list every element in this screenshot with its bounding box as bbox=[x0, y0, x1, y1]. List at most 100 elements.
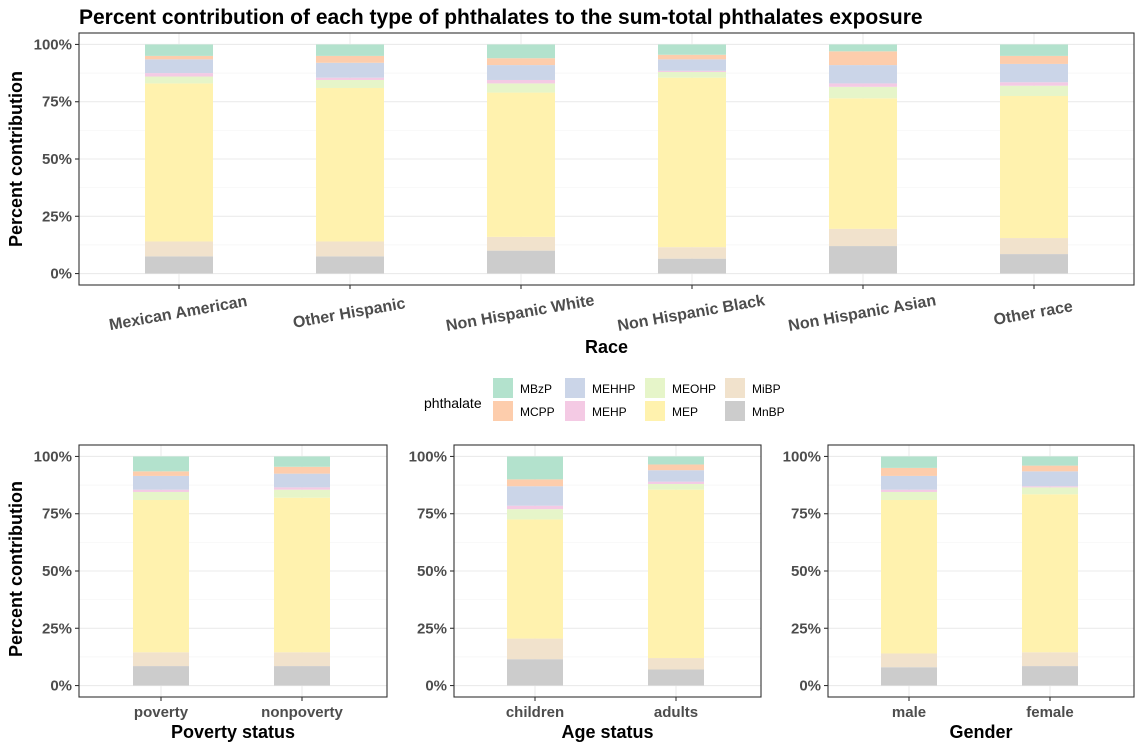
chart-title: Percent contribution of each type of pht… bbox=[79, 6, 923, 29]
y-tick-label: 100% bbox=[34, 36, 72, 53]
bar-segment-meohp bbox=[145, 76, 213, 84]
bar-segment-mep bbox=[1000, 96, 1068, 239]
y-tick-label: 50% bbox=[42, 563, 72, 580]
bar-segment-mehhp bbox=[133, 475, 189, 490]
bar-stack-children bbox=[507, 456, 563, 686]
bar-segment-mibp bbox=[507, 638, 563, 660]
legend-label: MiBP bbox=[752, 382, 781, 396]
legend-label: MBzP bbox=[520, 382, 552, 396]
bar-segment-mibp bbox=[316, 241, 384, 257]
legend-item-mep: MEP bbox=[645, 401, 698, 421]
bar-segment-meohp bbox=[658, 71, 726, 78]
bar-segment-mbzp bbox=[145, 44, 213, 56]
bar-stack-non-hispanic-white bbox=[487, 44, 555, 274]
bar-segment-meohp bbox=[133, 491, 189, 500]
y-tick-label: 50% bbox=[791, 563, 821, 580]
legend-label: MEP bbox=[672, 405, 698, 419]
panel-poverty-status: 0% 25% 50% 75% 100% poverty nonpovertyPoverty … bbox=[6, 444, 388, 742]
x-axis-title: Gender bbox=[949, 722, 1012, 742]
bar-segment-mibp bbox=[658, 247, 726, 259]
bar-segment-meohp bbox=[507, 509, 563, 520]
bar-segment-mbzp bbox=[507, 456, 563, 480]
bar-stack-mexican-american bbox=[145, 44, 213, 274]
y-axis-title: Percent contribution bbox=[6, 71, 26, 247]
bar-segment-mnbp bbox=[1000, 254, 1068, 274]
x-tick-label: Other race bbox=[992, 298, 1074, 329]
y-axis-title: Percent contribution bbox=[6, 481, 26, 657]
x-tick-label: female bbox=[1026, 704, 1074, 721]
bar-segment-mibp bbox=[648, 658, 704, 670]
bar-segment-mcpp bbox=[1022, 465, 1078, 472]
bar-segment-mep bbox=[829, 98, 897, 229]
bar-segment-meohp bbox=[274, 489, 330, 498]
bar-segment-mbzp bbox=[829, 44, 897, 52]
bar-segment-mcpp bbox=[487, 58, 555, 66]
x-axis-title: Race bbox=[585, 337, 628, 357]
y-tick-label: 0% bbox=[799, 678, 821, 695]
legend-swatch bbox=[645, 401, 665, 421]
legend-swatch bbox=[565, 401, 585, 421]
legend-swatch bbox=[493, 378, 513, 398]
bar-segment-mbzp bbox=[1022, 456, 1078, 466]
legend-item-mehp: MEHP bbox=[565, 401, 627, 421]
legend-label: MEOHP bbox=[672, 382, 716, 396]
legend-label: MEHP bbox=[592, 405, 627, 419]
bar-stack-non-hispanic-black bbox=[658, 44, 726, 274]
bar-segment-mehp bbox=[1000, 82, 1068, 86]
y-tick-label: 25% bbox=[791, 620, 821, 637]
bar-segment-mbzp bbox=[133, 456, 189, 472]
bar-segment-mnbp bbox=[274, 666, 330, 686]
bar-segment-mnbp bbox=[658, 258, 726, 274]
bar-segment-mcpp bbox=[133, 471, 189, 476]
y-tick-label: 25% bbox=[42, 208, 72, 225]
x-tick-label: children bbox=[506, 704, 564, 721]
y-tick-label: 50% bbox=[417, 563, 447, 580]
bar-segment-mibp bbox=[1022, 652, 1078, 667]
y-tick-label: 100% bbox=[783, 448, 821, 465]
bar-segment-mibp bbox=[881, 653, 937, 668]
bar-segment-mibp bbox=[829, 228, 897, 247]
bar-segment-mehp bbox=[829, 83, 897, 87]
bar-segment-mbzp bbox=[658, 44, 726, 55]
bar-segment-mibp bbox=[1000, 238, 1068, 255]
bar-segment-mehp bbox=[316, 77, 384, 80]
y-tick-label: 75% bbox=[42, 94, 72, 111]
legend-label: MCPP bbox=[520, 405, 555, 419]
bar-segment-mehp bbox=[507, 505, 563, 510]
bar-segment-mbzp bbox=[881, 456, 937, 468]
bar-segment-mbzp bbox=[1000, 44, 1068, 56]
bar-segment-mnbp bbox=[881, 667, 937, 686]
bar-segment-mehhp bbox=[648, 470, 704, 482]
bar-segment-mehhp bbox=[274, 473, 330, 488]
bar-stack-poverty bbox=[133, 456, 189, 686]
bar-segment-mep bbox=[316, 87, 384, 242]
bar-segment-mnbp bbox=[829, 246, 897, 274]
bar-segment-mep bbox=[133, 499, 189, 653]
bar-segment-mnbp bbox=[648, 669, 704, 686]
bar-segment-mep bbox=[658, 77, 726, 248]
bar-segment-mcpp bbox=[881, 467, 937, 476]
bar-segment-mnbp bbox=[316, 256, 384, 274]
y-tick-label: 75% bbox=[791, 506, 821, 523]
bar-segment-mcpp bbox=[1000, 55, 1068, 64]
bar-segment-mibp bbox=[487, 236, 555, 251]
bar-segment-mehp bbox=[133, 489, 189, 492]
panel-gender: 0% 25% 50% 75% 100% male female Gender bbox=[783, 444, 1135, 742]
legend-swatch bbox=[565, 378, 585, 398]
bar-segment-mep bbox=[145, 83, 213, 242]
bar-segment-mibp bbox=[133, 652, 189, 667]
bar-segment-mnbp bbox=[507, 659, 563, 686]
y-tick-label: 75% bbox=[417, 506, 447, 523]
legend: phthalate MBzP MCPP MEHHP MEHP MEOHP MEP MiBP Mn… bbox=[424, 378, 785, 421]
bar-segment-mbzp bbox=[487, 44, 555, 59]
x-tick-label: Non Hispanic Asian bbox=[787, 292, 937, 335]
legend-item-mbzp: MBzP bbox=[493, 378, 552, 398]
bar-segment-mehp bbox=[881, 489, 937, 492]
bar-segment-meohp bbox=[829, 86, 897, 99]
bar-segment-meohp bbox=[1000, 85, 1068, 96]
bar-segment-mehp bbox=[648, 481, 704, 484]
bar-segment-meohp bbox=[316, 79, 384, 88]
bar-segment-mep bbox=[274, 497, 330, 653]
